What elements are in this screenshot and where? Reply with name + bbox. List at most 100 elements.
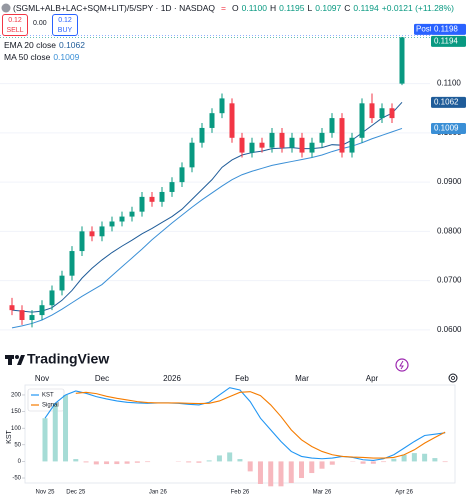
- candle-body: [379, 108, 385, 119]
- histogram-bar: [114, 461, 120, 465]
- x-tick-label: Jan 26: [149, 490, 168, 496]
- histogram-bar: [370, 461, 376, 464]
- y-tick-label: 200: [11, 393, 22, 399]
- candle-body: [199, 127, 205, 143]
- x-tick-label: Apr 26: [395, 490, 413, 496]
- y-tick-label: 0.0900: [437, 177, 462, 186]
- histogram-bar: [247, 461, 253, 472]
- indicator-tag-bg: [431, 96, 466, 108]
- histogram-bar: [422, 453, 428, 462]
- histogram-bar: [257, 461, 263, 484]
- histogram-bar: [216, 455, 222, 462]
- histogram-bar: [83, 461, 89, 463]
- y-tick-label: 100: [11, 426, 22, 432]
- candle-body: [259, 142, 265, 148]
- histogram-bar: [104, 461, 110, 465]
- y-tick-label: 150: [11, 409, 22, 415]
- indicator-tag: 0.1009: [434, 124, 459, 133]
- candle-body: [179, 167, 185, 183]
- candle-body: [319, 132, 325, 143]
- histogram-bar: [381, 461, 387, 463]
- ohlc-value: 0.1097: [315, 3, 342, 13]
- candle-body: [169, 182, 175, 192]
- x-tick-label: Mar 26: [313, 490, 332, 496]
- sell-button[interactable]: 0.12 SELL: [2, 14, 28, 36]
- indicator-tag: 0.1062: [434, 97, 459, 106]
- histogram-bar: [319, 461, 325, 469]
- ohlc-label: O: [232, 3, 239, 13]
- candle-body: [79, 231, 85, 252]
- post-price-tag-bg: [431, 23, 466, 35]
- histogram-bar: [401, 454, 407, 462]
- histogram-bar: [186, 461, 192, 463]
- candle-body: [159, 191, 165, 202]
- indicator-value: 0.1062: [58, 40, 85, 50]
- histogram-bar: [442, 461, 448, 463]
- x-tick-label: Dec: [95, 374, 109, 383]
- candle-body: [109, 221, 115, 227]
- histogram-bar: [268, 461, 274, 487]
- candle-body: [29, 315, 35, 320]
- sell-price: 0.12: [8, 17, 22, 24]
- histogram-bar: [288, 461, 294, 483]
- candle-body: [219, 98, 225, 114]
- y-tick-label: 50: [14, 442, 21, 448]
- histogram-bar: [237, 459, 243, 462]
- candle-body: [129, 211, 135, 217]
- y-tick-label: 0.0700: [437, 276, 462, 285]
- post-label-bg: [414, 23, 432, 35]
- candle-body: [349, 137, 355, 153]
- histogram-bar: [134, 461, 140, 463]
- x-tick-label: Mar: [295, 374, 309, 383]
- histogram-bar: [309, 461, 315, 474]
- last-price-tag: 0.1194: [434, 36, 458, 45]
- equals-sign: =: [221, 3, 226, 13]
- candle-body: [249, 142, 255, 153]
- histogram-bar: [73, 459, 79, 462]
- indicator-name: EMA 20 close: [4, 40, 56, 50]
- candle-body: [339, 118, 345, 153]
- candle-body: [59, 275, 65, 291]
- alert-bolt: [399, 360, 404, 370]
- indicator-name: MA 50 close: [4, 52, 51, 62]
- candle-body: [209, 113, 215, 128]
- candle-body: [89, 231, 95, 237]
- legend-label: KST: [42, 393, 54, 399]
- histogram-bar: [278, 461, 284, 487]
- histogram-bar: [329, 461, 335, 465]
- candle-body: [19, 310, 25, 320]
- histogram-bar: [299, 461, 304, 479]
- candle-body: [309, 142, 315, 153]
- y-tick-label: 0.0600: [437, 325, 462, 334]
- histogram-bar: [145, 461, 151, 463]
- ohlc-value: 0.1100: [241, 3, 267, 13]
- post-price-tag: 0.1198: [434, 24, 458, 33]
- change: +0.0121 (+11.28%): [381, 3, 454, 13]
- indicator-tag-bg: [431, 122, 466, 134]
- histogram-bar: [124, 461, 130, 464]
- candle-body: [359, 103, 365, 138]
- pane-frame: [24, 384, 456, 484]
- x-tick-label: Apr: [366, 374, 379, 383]
- candle-body: [279, 132, 285, 148]
- candle-body: [329, 118, 335, 133]
- settings-icon[interactable]: [448, 373, 458, 383]
- candle-body: [269, 132, 275, 148]
- y-tick-label: -50: [12, 476, 21, 482]
- header: (SGML+ALB+LAC+SQM+LIT)/5/SPY · 1D · NASD…: [13, 3, 454, 13]
- ohlc-label: L: [307, 3, 313, 13]
- ohlc-value: 0.1194: [353, 3, 379, 13]
- buy-button[interactable]: 0.12 BUY: [52, 14, 78, 36]
- alert-icon[interactable]: [395, 358, 409, 372]
- sell-label: SELL: [6, 27, 24, 34]
- candle-body: [399, 37, 405, 84]
- candle-body: [99, 226, 105, 237]
- indicator-value: 0.1009: [53, 52, 80, 62]
- candle-body: [49, 290, 55, 306]
- symbol-icon: [1, 3, 11, 13]
- ohlc-label: C: [344, 3, 351, 13]
- buy-label: BUY: [57, 27, 73, 34]
- candle-body: [229, 103, 235, 138]
- spread: 0.00: [33, 20, 47, 27]
